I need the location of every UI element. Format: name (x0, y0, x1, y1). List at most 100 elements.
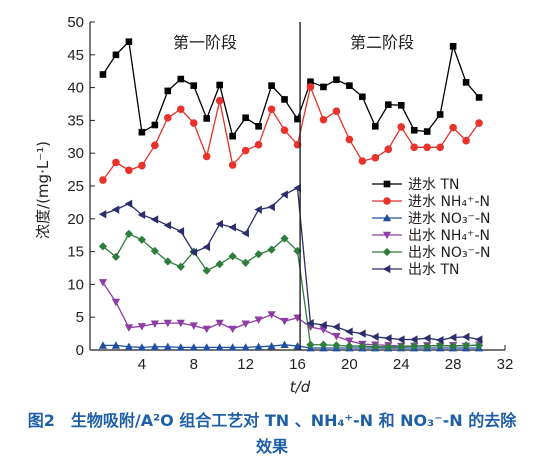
y-tick-label: 10 (67, 276, 84, 293)
data-point (124, 229, 134, 239)
data-point (267, 341, 276, 350)
data-point (228, 252, 237, 261)
data-point (449, 123, 457, 132)
data-point (228, 343, 237, 351)
data-point (384, 334, 392, 343)
data-point (164, 113, 172, 122)
data-point (112, 158, 120, 167)
x-tick-label: 4 (138, 356, 146, 373)
legend-marker (382, 231, 392, 240)
data-point (332, 332, 341, 341)
stage-1-label: 第一阶段 (173, 33, 237, 52)
data-point (190, 82, 198, 89)
x-axis-label: t/d (290, 378, 311, 396)
data-point (475, 94, 483, 101)
data-point (216, 81, 223, 89)
series-1 (99, 83, 483, 184)
data-point (384, 342, 393, 351)
data-point (436, 143, 444, 152)
y-tick-label: 35 (67, 112, 84, 129)
data-point (474, 335, 483, 344)
data-point (255, 123, 262, 130)
data-point (228, 161, 237, 169)
series-0 (99, 38, 483, 140)
data-point (176, 227, 185, 236)
data-point (319, 340, 328, 349)
data-point (151, 121, 159, 129)
data-point (98, 210, 107, 219)
data-point (241, 320, 250, 328)
data-point (423, 128, 431, 135)
data-point (124, 199, 133, 208)
data-point (410, 341, 419, 351)
data-point (99, 176, 107, 184)
legend-label: 出水 NH₄⁺-N (408, 228, 490, 244)
data-point (176, 105, 185, 114)
data-point (267, 311, 276, 319)
x-tick-label: 28 (445, 356, 462, 373)
data-point (215, 259, 224, 269)
data-point (150, 320, 159, 328)
data-point (280, 340, 289, 349)
data-point (436, 111, 444, 118)
data-point (228, 223, 236, 232)
data-point (150, 215, 159, 224)
data-point (176, 319, 185, 328)
legend-item: 进水 NH₄⁺-N (372, 194, 490, 210)
data-point (254, 205, 262, 214)
data-point (267, 245, 276, 254)
legend-marker (383, 180, 391, 188)
data-point (461, 341, 471, 350)
data-point (358, 329, 366, 338)
data-point (371, 153, 380, 162)
data-point (462, 136, 470, 145)
y-tick-label: 0 (76, 342, 84, 359)
data-point (371, 332, 379, 342)
data-point (423, 341, 432, 351)
data-point (294, 115, 301, 123)
data-point (320, 83, 327, 91)
chart-svg: 0 5 10 15 20 25 30 35 40 45 50 4 8 12 16 20 24 28 32 第一阶段… (34, 14, 513, 396)
caption-line-1: 图2 生物吸附/A²O 组合工艺对 TN 、NH₄⁺-N 和 NO₃⁻-N 的去… (27, 411, 517, 430)
data-point (333, 76, 340, 84)
data-point (280, 190, 288, 199)
series-layer (98, 38, 484, 352)
data-point (436, 336, 444, 345)
legend-item: 出水 TN (372, 262, 459, 278)
legend-marker (382, 247, 392, 257)
data-point (112, 51, 120, 59)
data-point (346, 82, 353, 89)
data-point (474, 341, 484, 350)
data-point (99, 71, 107, 78)
data-point (332, 341, 341, 350)
data-point (449, 333, 457, 342)
data-point (254, 250, 263, 259)
data-point (163, 319, 172, 328)
y-tick-label: 50 (67, 14, 84, 31)
caption-line-2: 效果 (255, 437, 288, 456)
data-point (202, 325, 211, 334)
x-tick-label: 20 (341, 356, 358, 373)
data-point (397, 102, 405, 109)
legend-label: 出水 NO₃⁻-N (408, 245, 490, 261)
series-line (102, 282, 480, 347)
data-point (306, 83, 315, 91)
data-point (163, 257, 172, 266)
data-point (423, 334, 431, 343)
series-2 (98, 340, 484, 352)
data-point (137, 210, 146, 219)
data-point (358, 157, 367, 165)
data-point (449, 42, 457, 50)
data-point (164, 87, 172, 95)
legend-item: 出水 NH₄⁺-N (372, 228, 490, 244)
data-point (372, 123, 379, 130)
data-point (111, 205, 120, 214)
data-point (345, 337, 354, 345)
y-tick-label: 30 (67, 145, 84, 162)
data-point (137, 323, 146, 331)
y-tick-label: 40 (67, 80, 84, 97)
data-point (215, 219, 223, 229)
data-point (384, 145, 393, 154)
data-point (177, 75, 185, 83)
data-point (410, 335, 418, 344)
